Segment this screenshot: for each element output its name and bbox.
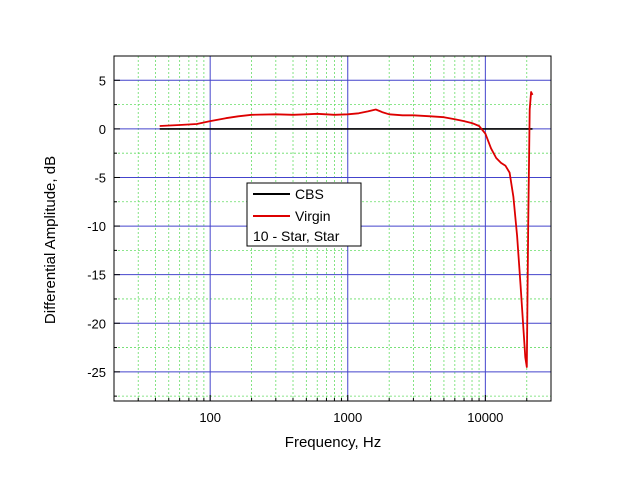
legend-note: 10 - Star, Star <box>253 228 340 244</box>
y-tick-label: -5 <box>94 170 106 185</box>
x-tick-label: 100 <box>199 410 221 425</box>
legend-label-virgin: Virgin <box>295 208 331 224</box>
y-tick-label: -20 <box>87 316 106 331</box>
y-tick-label: -25 <box>87 365 106 380</box>
plot-frame <box>113 55 552 402</box>
y-tick-label: 5 <box>99 73 106 88</box>
y-tick-label: -15 <box>87 268 106 283</box>
y-tick-label: 0 <box>99 122 106 137</box>
x-tick-label: 1000 <box>333 410 362 425</box>
x-tick-labels: 100 1000 10000 <box>199 410 503 425</box>
y-axis-title: Differential Amplitude, dB <box>42 156 59 324</box>
legend: CBS Virgin 10 - Star, Star <box>246 182 362 247</box>
x-axis-title: Frequency, Hz <box>285 434 381 451</box>
series-line-virgin <box>159 91 534 368</box>
plot-border <box>113 55 552 402</box>
y-tick-label: -10 <box>87 219 106 234</box>
legend-label-cbs: CBS <box>295 186 324 202</box>
series-lines <box>159 91 534 368</box>
axis-ticks <box>114 79 528 401</box>
y-tick-labels: 5 0 -5 -10 -15 -20 -25 <box>87 73 106 380</box>
x-tick-label: 10000 <box>467 410 503 425</box>
